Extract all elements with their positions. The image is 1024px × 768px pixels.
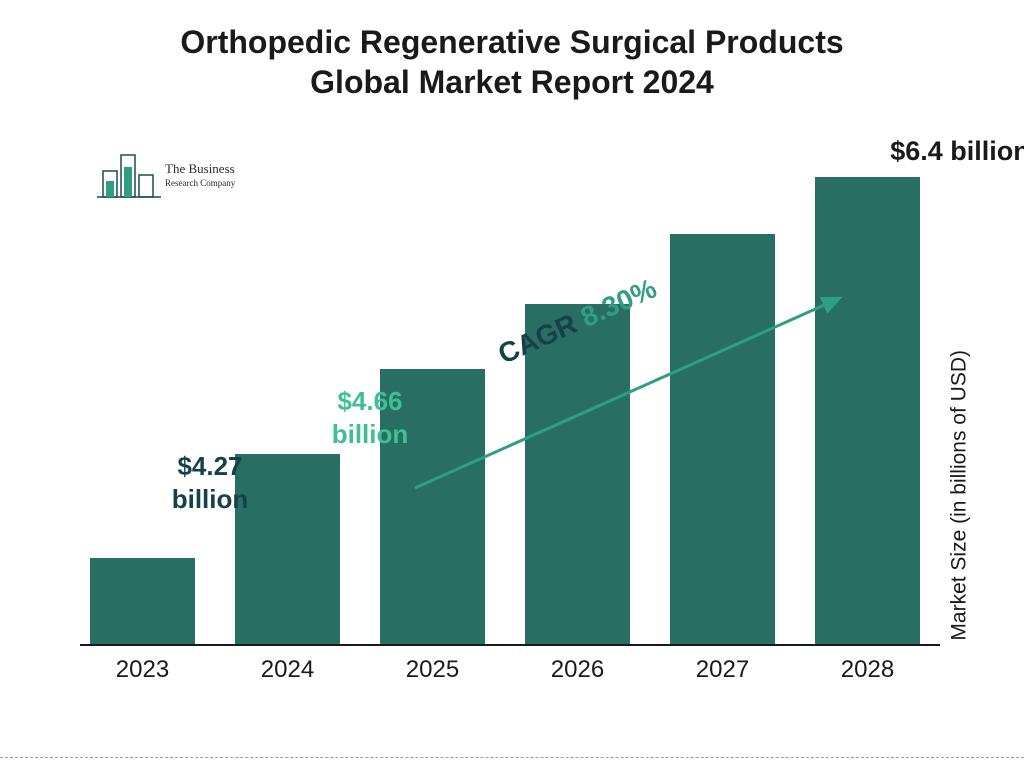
- chart-title: Orthopedic Regenerative Surgical Product…: [0, 22, 1024, 102]
- x-axis-line: [80, 644, 940, 646]
- title-line-1: Orthopedic Regenerative Surgical Product…: [180, 24, 843, 60]
- x-label-2027: 2027: [670, 656, 775, 684]
- x-label-2028: 2028: [815, 656, 920, 684]
- value-label-1: $4.66billion: [310, 385, 430, 450]
- cagr-trend-arrow: [80, 150, 940, 690]
- bottom-divider: [0, 757, 1024, 758]
- bar-2027: [670, 234, 775, 644]
- x-label-2024: 2024: [235, 656, 340, 684]
- value-label-0: $4.27billion: [150, 450, 270, 515]
- y-axis-label: Market Size (in billions of USD): [948, 350, 972, 641]
- x-label-2026: 2026: [525, 656, 630, 684]
- bar-2023: [90, 558, 195, 644]
- x-label-2023: 2023: [90, 656, 195, 684]
- title-line-2: Global Market Report 2024: [310, 64, 714, 100]
- x-label-2025: 2025: [380, 656, 485, 684]
- bar-2028: [815, 177, 920, 644]
- value-label-2: $6.4 billion: [860, 135, 1024, 169]
- bar-chart: 202320242025202620272028 CAGR 8.30% Mark…: [80, 150, 940, 690]
